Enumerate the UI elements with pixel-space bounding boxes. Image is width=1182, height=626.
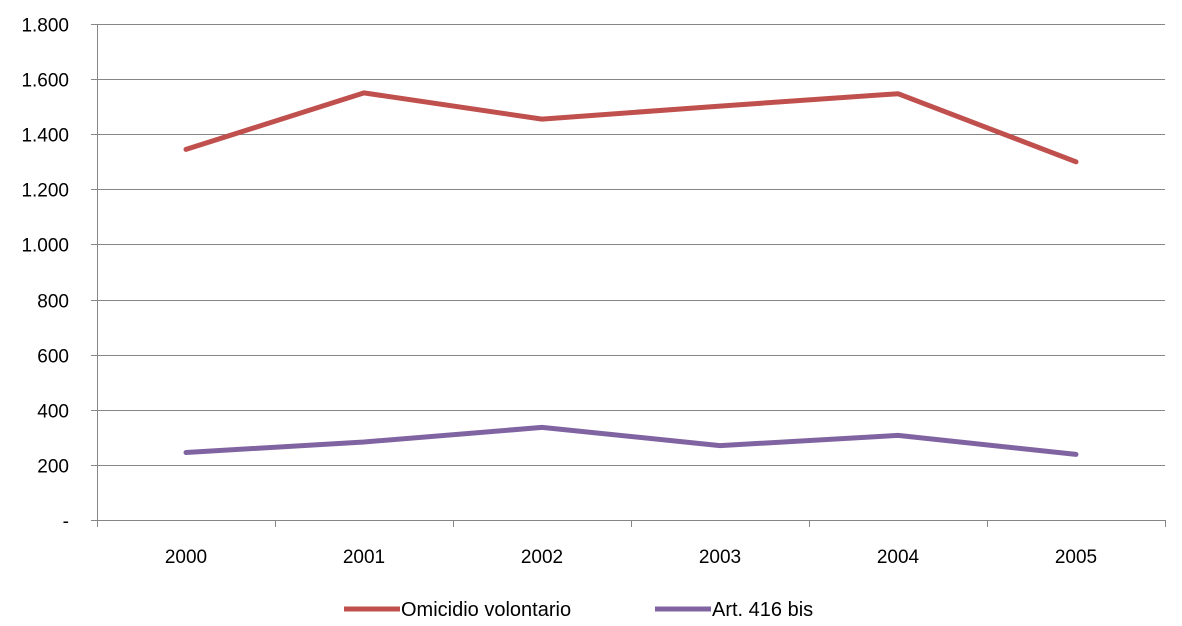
legend: Omicidio volontario Art. 416 bis — [344, 599, 813, 621]
y-tick-label: 400 — [37, 402, 69, 423]
x-axis-tick-labels: 2000 2001 2002 2003 2004 2005 — [165, 547, 1097, 568]
gridlines — [97, 24, 1165, 466]
x-tick-label: 2003 — [699, 547, 741, 568]
series-line — [183, 90, 1079, 165]
legend-label: Art. 416 bis — [712, 599, 813, 621]
y-tick-label: - — [63, 512, 69, 533]
axes — [91, 24, 1166, 527]
y-tick-label: 1.400 — [21, 126, 69, 147]
y-tick-label: 1.000 — [21, 236, 69, 257]
y-tick-label: 1.600 — [21, 71, 69, 92]
x-tick-label: 2001 — [343, 547, 385, 568]
x-tick-label: 2002 — [521, 547, 563, 568]
y-tick-label: 600 — [37, 347, 69, 368]
y-tick-label: 800 — [37, 292, 69, 313]
y-tick-label: 1.200 — [21, 181, 69, 202]
x-tick-label: 2004 — [877, 547, 920, 568]
legend-label: Omicidio volontario — [401, 599, 571, 621]
series-line — [183, 424, 1079, 457]
y-tick-label: 1.800 — [21, 16, 69, 37]
x-tick-label: 2000 — [165, 547, 207, 568]
y-axis-tick-labels: - 200 400 600 800 1.000 1.200 1.400 1.600 1.800 — [21, 16, 69, 533]
x-tick-label: 2005 — [1055, 547, 1097, 568]
series-lines — [183, 90, 1079, 457]
y-tick-label: 200 — [37, 457, 69, 478]
